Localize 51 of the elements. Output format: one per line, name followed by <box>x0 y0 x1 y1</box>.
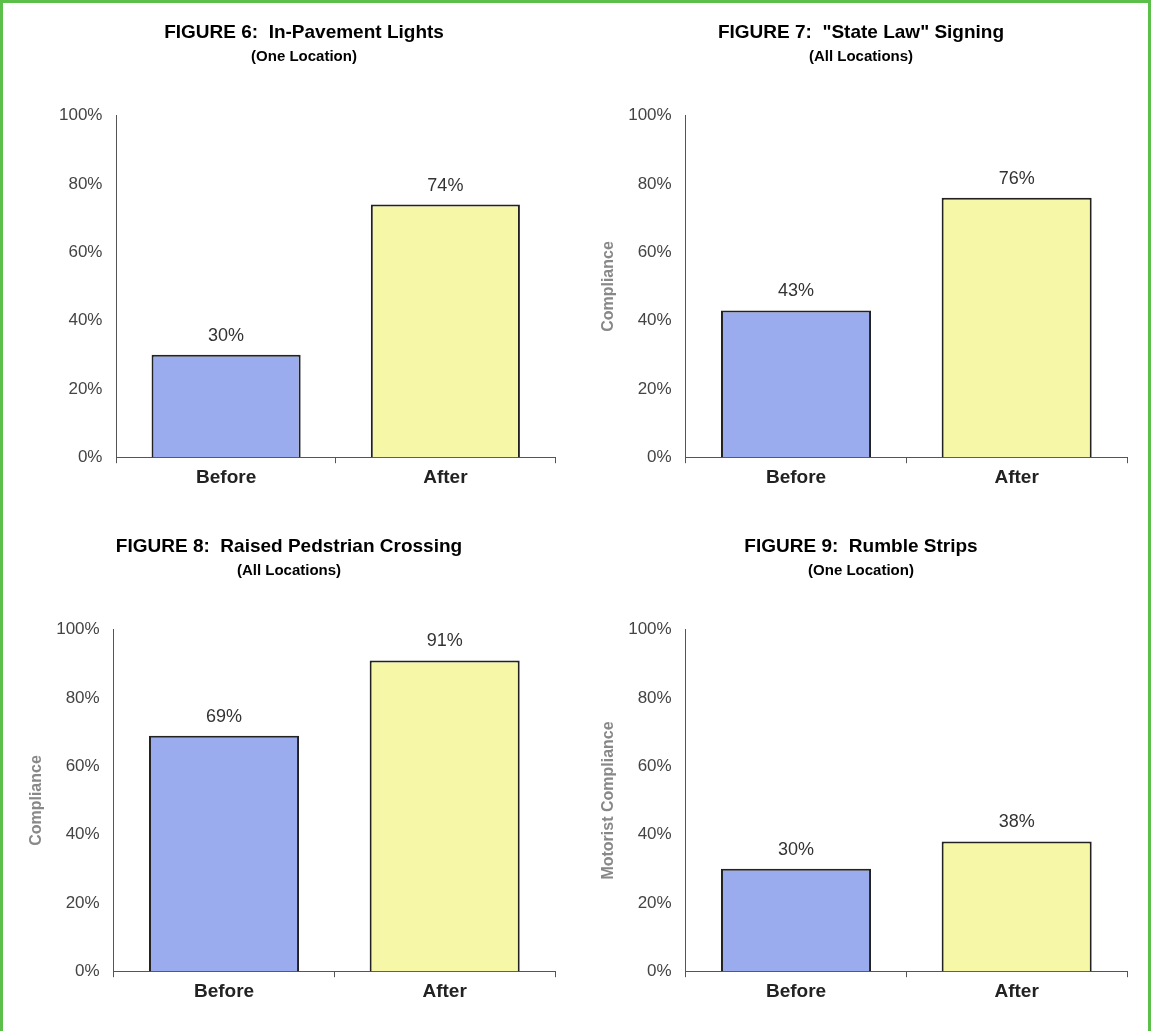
x-tick-label: After <box>994 465 1040 487</box>
chart-title: FIGURE 9: Rumble Strips <box>744 534 978 556</box>
data-label: 76% <box>998 167 1035 188</box>
chart-subtitle: (One Location) <box>808 560 914 578</box>
chart-subtitle: (One Location) <box>251 46 357 64</box>
y-tick-label: 20% <box>68 378 103 398</box>
y-tick-label: 80% <box>637 687 672 707</box>
y-tick-label: 40% <box>65 824 100 844</box>
data-label: 38% <box>998 811 1035 832</box>
x-tick-label: Before <box>193 979 255 1001</box>
y-tick-label: 0% <box>75 960 100 980</box>
y-tick-label: 100% <box>56 619 100 639</box>
y-tick-label: 80% <box>65 687 100 707</box>
x-tick-label: After <box>423 465 469 487</box>
y-tick-label: 40% <box>68 310 103 330</box>
x-tick-label: After <box>994 979 1040 1001</box>
chart-subtitle: (All Locations) <box>236 560 342 578</box>
x-tick-label: Before <box>765 979 827 1001</box>
chart-title: FIGURE 8: Raised Pedstrian Crossing <box>115 534 463 556</box>
x-tick-label: Before <box>765 465 827 487</box>
data-label: 30% <box>208 324 245 345</box>
chart-title: FIGURE 7: "State Law" Signing <box>717 20 1005 42</box>
y-tick-label: 80% <box>637 173 672 193</box>
y-axis-title: Motorist Compliance <box>599 721 617 880</box>
y-tick-label: 60% <box>637 242 672 262</box>
y-tick-label: 20% <box>637 378 672 398</box>
data-label: 43% <box>777 280 815 301</box>
data-label: 91% <box>426 630 463 651</box>
x-tick-label: Before <box>196 465 257 487</box>
y-tick-label: 20% <box>65 892 100 912</box>
chart-subtitle: (All Locations) <box>808 46 914 64</box>
data-label: 30% <box>777 838 815 859</box>
chart-title: FIGURE 6: In-Pavement Lights <box>164 20 444 42</box>
y-tick-label: 100% <box>59 105 103 125</box>
y-tick-label: 100% <box>628 619 672 639</box>
y-tick-label: 100% <box>628 105 672 125</box>
y-tick-label: 60% <box>637 756 672 776</box>
y-tick-label: 0% <box>647 446 672 466</box>
y-tick-label: 40% <box>637 824 672 844</box>
y-tick-label: 60% <box>68 242 103 262</box>
y-tick-label: 80% <box>68 173 103 193</box>
y-tick-label: 0% <box>647 960 672 980</box>
x-tick-label: After <box>422 979 468 1001</box>
y-tick-label: 0% <box>77 446 103 466</box>
y-tick-label: 60% <box>65 756 100 776</box>
data-label: 69% <box>205 705 243 726</box>
y-tick-label: 20% <box>637 892 672 912</box>
data-label: 74% <box>427 174 464 195</box>
y-tick-label: 40% <box>637 310 672 330</box>
y-axis-title: Compliance <box>599 241 617 332</box>
y-axis-title: Compliance <box>27 755 45 846</box>
